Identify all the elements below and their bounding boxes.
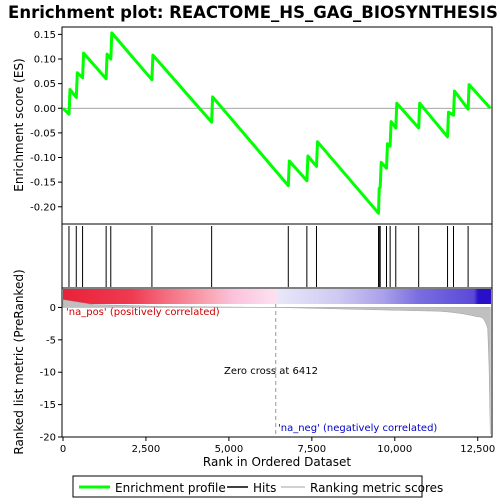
metric-y-tick-label: -5	[46, 335, 56, 346]
y-axis-label-top: Enrichment score (ES)	[12, 58, 26, 191]
metric-y-axis: 0 -5 -10 -15 -20	[40, 303, 62, 444]
rank-colorbar	[63, 289, 491, 304]
metric-y-tick-label: -15	[40, 400, 56, 411]
legend-profile-label: Enrichment profile	[115, 481, 226, 495]
negative-correlation-label: 'na_neg' (negatively correlated)	[278, 423, 437, 434]
hit-marks	[68, 226, 469, 287]
x-tick-label: 0	[60, 444, 66, 455]
es-y-tick-label: 0.10	[34, 55, 56, 66]
metric-y-tick-label: -20	[40, 433, 56, 444]
metric-y-tick-label: 0	[50, 303, 56, 314]
legend-hits-label: Hits	[253, 481, 276, 495]
legend: Enrichment profile Hits Ranking metric s…	[72, 475, 443, 498]
legend-metric-label: Ranking metric scores	[310, 481, 443, 495]
metric-y-tick-label: -10	[40, 368, 56, 379]
es-y-tick-label: -0.15	[30, 178, 56, 189]
es-y-tick-label: 0.15	[34, 30, 56, 41]
x-tick-label: 12,500	[460, 444, 495, 455]
es-y-tick-label: -0.05	[30, 128, 56, 139]
series-enrichment-profile	[61, 31, 492, 215]
chart-title: Enrichment plot: REACTOME_HS_GAG_BIOSYNT…	[8, 3, 498, 22]
x-axis: 0 2,500 5,000 7,500 10,000 12,500	[60, 437, 495, 455]
hits-panel-frame	[61, 223, 493, 289]
ranking-metric-area	[62, 299, 491, 435]
positive-correlation-label: 'na_pos' (positively correlated)	[66, 307, 220, 318]
enrichment-profile-line	[61, 31, 492, 215]
es-y-tick-label: 0.05	[34, 79, 56, 90]
x-tick-label: 10,000	[377, 444, 412, 455]
ranking-metric-fill	[62, 299, 491, 435]
metric-panel-frame	[61, 287, 493, 438]
es-panel-frame	[61, 26, 493, 225]
es-y-axis: 0.15 0.10 0.05 0.00 -0.05 -0.10 -0.15 -0.20	[30, 30, 62, 213]
es-y-tick-label: 0.00	[34, 104, 56, 115]
x-axis-label: Rank in Ordered Dataset	[203, 455, 351, 469]
zero-cross-label: Zero cross at 6412	[224, 366, 318, 377]
x-tick-label: 7,500	[298, 444, 327, 455]
es-y-tick-label: -0.10	[30, 153, 56, 164]
x-tick-label: 5,000	[215, 444, 244, 455]
y-axis-label-bottom: Ranked list metric (PreRanked)	[12, 269, 26, 454]
es-y-tick-label: -0.20	[30, 202, 56, 213]
x-tick-label: 2,500	[132, 444, 161, 455]
